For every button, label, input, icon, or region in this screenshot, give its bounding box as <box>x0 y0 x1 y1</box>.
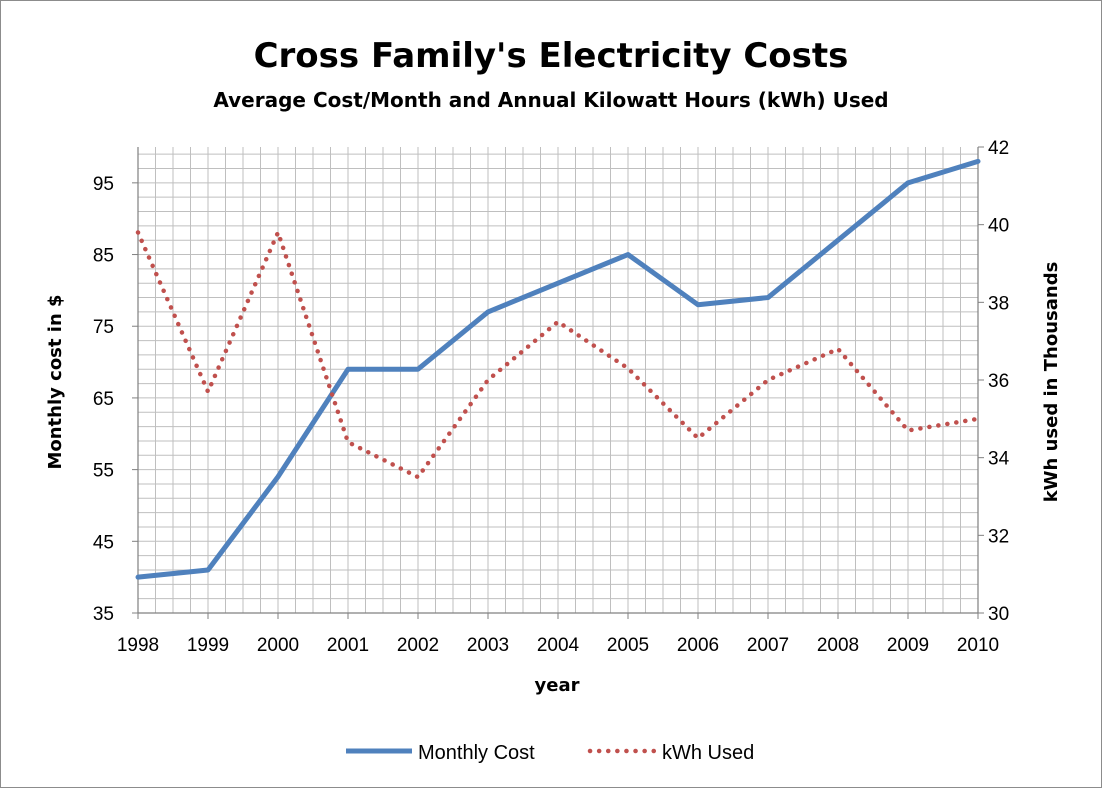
x-tick-label: 2009 <box>887 635 929 656</box>
x-tick-label: 2007 <box>747 635 789 656</box>
x-tick-label: 2008 <box>817 635 859 656</box>
legend-label-monthly-cost: Monthly Cost <box>418 742 535 764</box>
y-tick-label: 75 <box>93 317 114 338</box>
legend-label-kwh-used: kWh Used <box>662 742 754 764</box>
y-tick-label: 85 <box>93 246 114 267</box>
chart-title: Cross Family's Electricity Costs <box>254 36 849 76</box>
grid-layer <box>137 147 979 614</box>
series-line-kwh-used <box>135 230 981 480</box>
x-tick-label: 2005 <box>607 635 649 656</box>
x-tick-label: 2006 <box>677 635 719 656</box>
y2-tick-label: 42 <box>988 138 1009 159</box>
y-tick-label: 55 <box>93 461 114 482</box>
y-tick-label: 35 <box>93 604 114 625</box>
x-tick-label: 2003 <box>467 635 509 656</box>
series-line-monthly-cost <box>135 158 981 580</box>
y-tick-label: 65 <box>93 389 114 410</box>
x-tick-label: 2001 <box>327 635 369 656</box>
legend: Monthly Cost kWh Used <box>346 742 754 764</box>
x-axis-label: year <box>535 675 580 696</box>
y2-tick-label: 40 <box>988 216 1009 237</box>
x-tick-label: 2004 <box>537 635 580 656</box>
y2-tick-label: 34 <box>988 449 1010 470</box>
y2-tick-label: 30 <box>988 604 1009 625</box>
x-tick-label: 2002 <box>397 635 439 656</box>
y2-tick-label: 32 <box>988 526 1009 547</box>
x-tick-label: 2000 <box>257 635 299 656</box>
y2-axis-label: kWh used in Thousands <box>1041 262 1062 503</box>
series-layer <box>135 158 981 580</box>
x-tick-label: 1998 <box>117 635 159 656</box>
y2-tick-label: 38 <box>988 293 1009 314</box>
axis-layer: 35 45 55 65 75 85 95 30 32 34 36 38 40 42 1998 1999 2000… <box>93 138 1010 656</box>
y2-tick-label: 36 <box>988 371 1009 392</box>
y-axis-label: Monthly cost in $ <box>45 294 66 469</box>
y-tick-label: 45 <box>93 532 114 553</box>
x-tick-label: 1999 <box>187 635 229 656</box>
y-tick-label: 95 <box>93 174 114 195</box>
x-tick-label: 2010 <box>957 635 999 656</box>
chart-subtitle: Average Cost/Month and Annual Kilowatt H… <box>213 88 888 112</box>
